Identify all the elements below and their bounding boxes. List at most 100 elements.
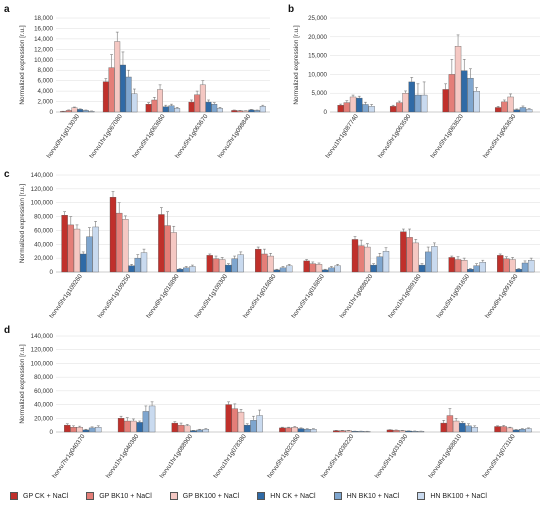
bar [244,424,251,433]
bar [309,263,316,273]
bar [151,99,158,113]
chart-panel-a: a 0 2,000 4,000 6,000 8,000 10,000 12,000 14,000… [4,4,270,160]
bar [211,103,218,113]
category-label: horvu5hr1g109260 [48,273,84,320]
bar [158,214,165,273]
bar [60,111,66,113]
bar [108,67,115,113]
y-tick-label: 15,000 [308,53,327,60]
bar [303,260,310,273]
bar [199,84,206,113]
bar [189,266,196,273]
y-tick-label: 100,000 [31,360,54,367]
bar [148,405,156,433]
bar [279,267,287,273]
category-label: horvu5hr1g109300 [194,273,230,320]
category-label: horvu5hr1g063620 [429,113,465,160]
legend-swatch [10,492,18,500]
bar [164,225,171,273]
category-label: horvu4hr1g068810 [427,433,463,480]
bar [519,429,526,433]
bar [259,106,266,113]
category-label: horvu5hr1g063660 [131,113,167,160]
bar [506,427,514,433]
bar [521,262,529,273]
bar [88,111,95,113]
bar [237,411,245,433]
bar [88,427,96,433]
legend-label: GP CK + NaCl [23,492,69,500]
bar [431,246,438,273]
bar [440,422,447,433]
category-label: horvu5hr1g016880 [242,273,278,320]
bar [80,253,87,273]
legend-label: HN BK100 + NaCl [430,492,487,500]
bar [418,264,426,273]
bar [254,110,260,113]
bar [452,420,460,433]
bar [82,110,89,113]
bar [134,257,141,273]
bar [171,422,179,433]
y-tick-label: 20,000 [34,415,53,422]
bar [411,431,418,433]
category-label: horvu6hr1g091630 [484,273,520,320]
legend-label: HN CK + NaCl [270,492,316,500]
bar [405,430,412,433]
bar [368,106,375,113]
category-label: horvu5hr1g063670 [174,113,210,160]
category-label: horvu1hr1g088900 [159,433,195,480]
bar [261,253,268,273]
bar [507,96,514,113]
bar [196,429,203,433]
bar [473,265,480,273]
bar [205,101,212,113]
y-tick-label: 8,000 [38,67,54,74]
y-tick-label: 18,000 [34,15,53,22]
bar [285,427,292,433]
bar [334,265,341,273]
panel-letter: c [4,169,10,180]
bar [86,236,93,273]
bar [64,424,71,433]
bar [351,431,358,433]
panel-letter: d [4,325,10,336]
bar [412,242,419,273]
bar [503,258,510,273]
bar [157,89,163,113]
legend-item: GP BK10 + NaCl [86,492,152,500]
category-label: horvu1hr1g040380 [105,433,141,480]
bar [219,259,226,273]
bar [420,94,428,113]
category-label: horvu1hr1g067080 [88,113,124,160]
bar [454,259,462,273]
bar [402,93,409,113]
bar [140,252,148,273]
bar [448,257,455,273]
y-tick-label: 2,000 [38,99,54,106]
bar [459,422,466,433]
bar [122,219,129,273]
category-label: horvu1hr1g088020 [339,273,375,320]
y-tick-label: 80,000 [34,214,53,221]
bar [176,269,184,273]
bar [202,429,210,433]
bar [250,420,257,433]
bar [225,264,232,273]
bar [136,422,143,433]
bar [73,228,81,273]
y-axis-label: Normalized expression [r.u.] [19,344,26,423]
chart-panel-d: d 0 20,000 40,000 60,000 80,000 100,000 120,000… [4,325,540,480]
bar [168,105,175,113]
category-label: horvu7hr1g040370 [51,433,87,480]
bar [248,109,255,113]
bar [183,267,190,273]
bar [109,196,117,273]
y-tick-label: 0 [50,109,54,116]
y-tick-label: 10,000 [308,71,327,78]
bar [351,239,359,273]
legend-item: HN CK + NaCl [257,492,316,500]
bar [370,264,377,273]
legend-label: GP BK10 + NaCl [99,492,152,500]
